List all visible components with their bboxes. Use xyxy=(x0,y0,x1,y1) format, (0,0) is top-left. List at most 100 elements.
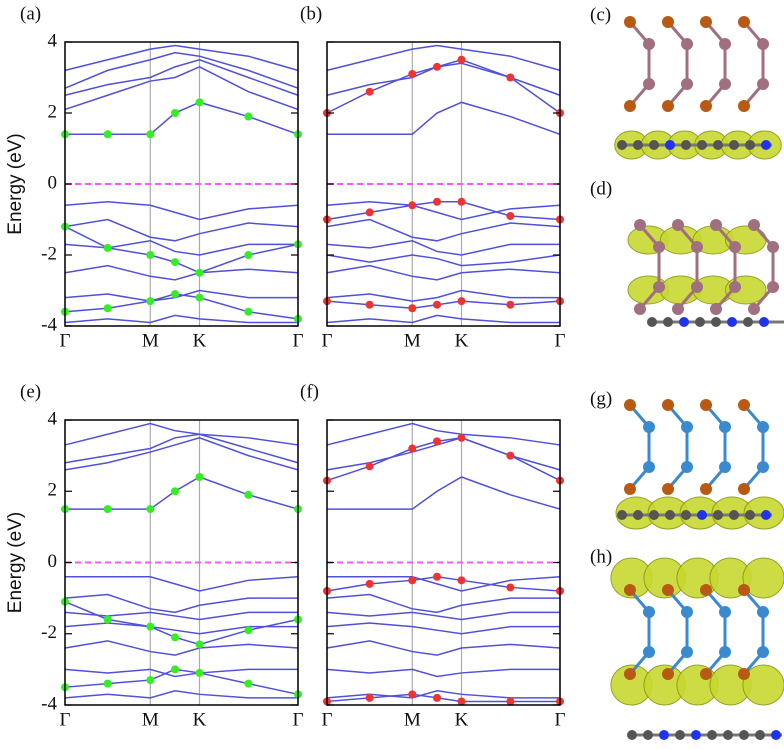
atom xyxy=(771,730,781,740)
band xyxy=(326,668,560,678)
y-axis-label: Energy (eV) xyxy=(5,512,26,613)
projection-dot xyxy=(244,251,253,259)
atom xyxy=(691,730,701,740)
projection-dot xyxy=(244,626,253,635)
band xyxy=(64,51,299,89)
band xyxy=(65,101,299,136)
atom xyxy=(643,78,655,90)
atom xyxy=(617,510,627,520)
x-tick-label: K xyxy=(193,330,207,351)
atom xyxy=(653,241,665,253)
x-tick-label: Γ xyxy=(60,330,71,351)
projection-dot xyxy=(506,451,515,460)
panel-label: (d) xyxy=(590,178,612,199)
atom xyxy=(729,510,739,520)
projection-dot xyxy=(365,462,374,471)
x-tick-label: Γ xyxy=(322,330,333,351)
atom xyxy=(757,606,769,618)
projection-dot xyxy=(506,211,515,220)
atom xyxy=(757,78,769,90)
band xyxy=(64,200,299,221)
y-tick-label: 4 xyxy=(48,408,58,429)
x-tick-label: M xyxy=(142,330,159,351)
band xyxy=(64,593,298,614)
band xyxy=(64,58,299,96)
projection-dot xyxy=(146,505,155,514)
band xyxy=(326,62,561,96)
atom xyxy=(647,317,657,327)
band xyxy=(64,44,299,72)
atom xyxy=(681,606,693,618)
projection-dot xyxy=(365,579,374,588)
projection-dot xyxy=(244,112,253,121)
atom xyxy=(649,510,659,520)
projection-dot xyxy=(146,622,155,631)
atom xyxy=(672,303,684,315)
projection-dot xyxy=(171,665,180,674)
projection-dot xyxy=(103,304,112,313)
atom xyxy=(643,646,655,658)
atom xyxy=(627,730,637,740)
band xyxy=(64,289,298,302)
atom xyxy=(767,241,779,253)
atom xyxy=(633,140,643,150)
atom xyxy=(719,78,731,90)
atom xyxy=(707,730,717,740)
atom xyxy=(767,281,779,293)
y-tick-label: -2 xyxy=(41,622,57,643)
atom xyxy=(697,140,707,150)
projection-dot xyxy=(457,697,466,706)
atom xyxy=(681,78,693,90)
y-tick-label: 4 xyxy=(48,30,58,51)
atom xyxy=(681,421,693,433)
atom xyxy=(713,510,723,520)
projection-dot xyxy=(171,633,180,642)
atom xyxy=(729,241,741,253)
projection-dot xyxy=(103,679,112,688)
atom xyxy=(624,668,636,680)
x-tick-label: Γ xyxy=(293,709,304,730)
projection-dot xyxy=(146,297,155,306)
projection-dot xyxy=(506,583,515,592)
atom xyxy=(729,140,739,150)
panel-label: (c) xyxy=(590,4,611,25)
atom xyxy=(745,140,755,150)
panel-label: (h) xyxy=(590,546,612,567)
atom xyxy=(761,510,771,520)
atom xyxy=(710,219,722,231)
projection-dot xyxy=(195,668,204,677)
projection-dot xyxy=(408,201,417,210)
projection-dot xyxy=(103,130,112,139)
projection-dot xyxy=(506,300,515,309)
projection-dot xyxy=(365,300,374,309)
atom xyxy=(755,730,765,740)
atom xyxy=(738,584,750,596)
projection-dot xyxy=(365,87,374,96)
atom xyxy=(738,483,750,495)
atom xyxy=(710,303,722,315)
atom xyxy=(662,16,674,28)
y-tick-label: -4 xyxy=(41,314,57,335)
atom xyxy=(617,140,627,150)
atom xyxy=(719,646,731,658)
charge-density xyxy=(742,664,784,706)
y-tick-label: -4 xyxy=(41,693,57,714)
x-tick-label: Γ xyxy=(555,330,566,351)
atom xyxy=(675,730,685,740)
projection-dot xyxy=(457,433,466,442)
projection-dot xyxy=(408,69,417,78)
projection-dot xyxy=(365,208,374,217)
panel-label: (e) xyxy=(20,381,41,402)
x-tick-label: K xyxy=(455,330,469,351)
atom xyxy=(662,584,674,596)
atom xyxy=(723,730,733,740)
projection-dot xyxy=(433,693,442,702)
plot-frame xyxy=(64,41,299,327)
atom xyxy=(719,606,731,618)
projection-dot xyxy=(408,444,417,453)
atom xyxy=(662,483,674,495)
atom xyxy=(759,317,769,327)
atom xyxy=(713,140,723,150)
atom xyxy=(624,16,636,28)
band xyxy=(64,668,298,678)
